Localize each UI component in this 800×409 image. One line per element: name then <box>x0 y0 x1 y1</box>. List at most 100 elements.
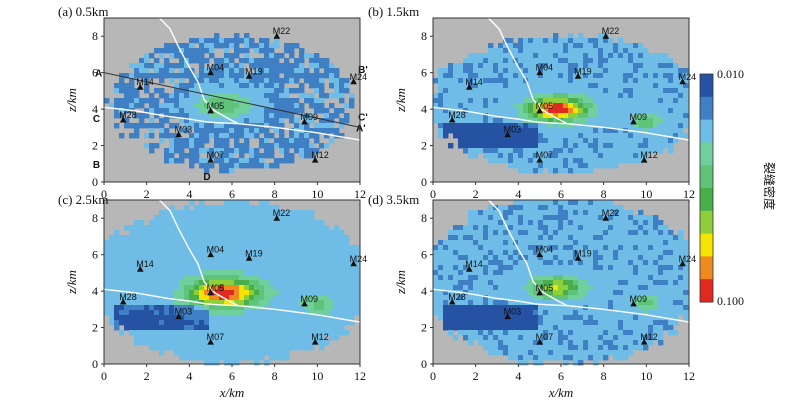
heatmap-cell <box>553 270 559 276</box>
heatmap-cell <box>453 103 459 109</box>
heatmap-cell <box>633 280 639 286</box>
heatmap-cell <box>154 325 160 331</box>
heatmap-cell <box>493 240 499 246</box>
heatmap-cell <box>683 275 689 281</box>
heatmap-cell <box>623 325 629 331</box>
heatmap-cell <box>658 250 664 256</box>
heatmap-cell <box>189 300 195 306</box>
heatmap-cell <box>184 205 190 211</box>
heatmap-cell <box>299 290 305 296</box>
heatmap-cell <box>344 290 350 296</box>
heatmap-cell <box>274 240 280 246</box>
heatmap-cell <box>538 330 544 336</box>
heatmap-cell <box>189 220 195 226</box>
heatmap-cell <box>334 128 340 134</box>
heatmap-cell <box>274 260 280 266</box>
heatmap-cell <box>184 113 190 119</box>
heatmap-cell <box>299 235 305 241</box>
heatmap-cell <box>254 215 260 221</box>
heatmap-cell <box>483 88 489 94</box>
heatmap-cell <box>329 335 335 341</box>
heatmap-cell <box>299 83 305 89</box>
heatmap-cell <box>264 265 270 271</box>
heatmap-cell <box>663 250 669 256</box>
heatmap-cell <box>209 73 215 79</box>
heatmap-cell <box>149 73 155 79</box>
heatmap-cell <box>463 265 469 271</box>
x-axis-label: x/km <box>219 385 245 400</box>
heatmap-cell <box>254 270 260 276</box>
heatmap-cell <box>224 118 230 124</box>
heatmap-cell <box>603 315 609 321</box>
heatmap-cell <box>588 43 594 49</box>
heatmap-cell <box>503 340 509 346</box>
profile-label-start: A <box>95 69 102 80</box>
heatmap-cell <box>568 118 574 124</box>
heatmap-cell <box>309 295 315 301</box>
heatmap-cell <box>199 315 205 321</box>
heatmap-cell <box>144 290 150 296</box>
heatmap-cell <box>543 148 549 154</box>
heatmap-cell <box>214 265 220 271</box>
heatmap-cell <box>628 153 634 159</box>
heatmap-cell <box>438 305 444 311</box>
heatmap-cell <box>169 220 175 226</box>
heatmap-cell <box>224 250 230 256</box>
heatmap-cell <box>473 290 479 296</box>
heatmap-cell <box>219 265 225 271</box>
heatmap-cell <box>184 58 190 64</box>
heatmap-cell <box>209 245 215 251</box>
heatmap-cell <box>488 245 494 251</box>
station-marker <box>301 300 308 307</box>
station-marker <box>630 118 637 125</box>
heatmap-cell <box>179 320 185 326</box>
heatmap-cell <box>528 265 534 271</box>
heatmap-cell <box>628 270 634 276</box>
heatmap-cell <box>548 163 554 169</box>
heatmap-cell <box>528 335 534 341</box>
heatmap-cell <box>558 200 564 206</box>
heatmap-cell <box>199 350 205 356</box>
heatmap-cell <box>279 320 285 326</box>
heatmap-cell <box>633 103 639 109</box>
heatmap-cell <box>284 340 290 346</box>
heatmap-cell <box>613 220 619 226</box>
heatmap-cell <box>538 123 544 129</box>
heatmap-cell <box>658 260 664 266</box>
heatmap-cell <box>229 320 235 326</box>
x-tick-label: 2 <box>473 369 479 383</box>
heatmap-cell <box>124 310 130 316</box>
heatmap-cell <box>643 315 649 321</box>
heatmap-cell <box>618 205 624 211</box>
heatmap-cell <box>658 148 664 154</box>
heatmap-cell <box>139 290 145 296</box>
heatmap-cell <box>209 315 215 321</box>
heatmap-cell <box>219 108 225 114</box>
heatmap-cell <box>294 210 300 216</box>
heatmap-cell <box>299 153 305 159</box>
heatmap-cell <box>468 143 474 149</box>
heatmap-cell <box>543 205 549 211</box>
heatmap-cell <box>628 143 634 149</box>
heatmap-cell <box>598 280 604 286</box>
heatmap-cell <box>159 215 165 221</box>
heatmap-cell <box>578 133 584 139</box>
heatmap-cell <box>279 310 285 316</box>
heatmap-cell <box>493 220 499 226</box>
heatmap-cell <box>119 245 125 251</box>
heatmap-cell <box>124 280 130 286</box>
heatmap-cell <box>653 225 659 231</box>
heatmap-cell <box>523 93 529 99</box>
heatmap-cell <box>648 215 654 221</box>
heatmap-cell <box>478 330 484 336</box>
heatmap-cell <box>144 143 150 149</box>
heatmap-cells-d <box>433 200 689 366</box>
heatmap-cell <box>299 255 305 261</box>
heatmap-cell <box>573 325 579 331</box>
heatmap-cell <box>668 240 674 246</box>
heatmap-cell <box>653 280 659 286</box>
heatmap-cell <box>214 250 220 256</box>
heatmap-cell <box>458 103 464 109</box>
heatmap-cell <box>269 83 275 89</box>
